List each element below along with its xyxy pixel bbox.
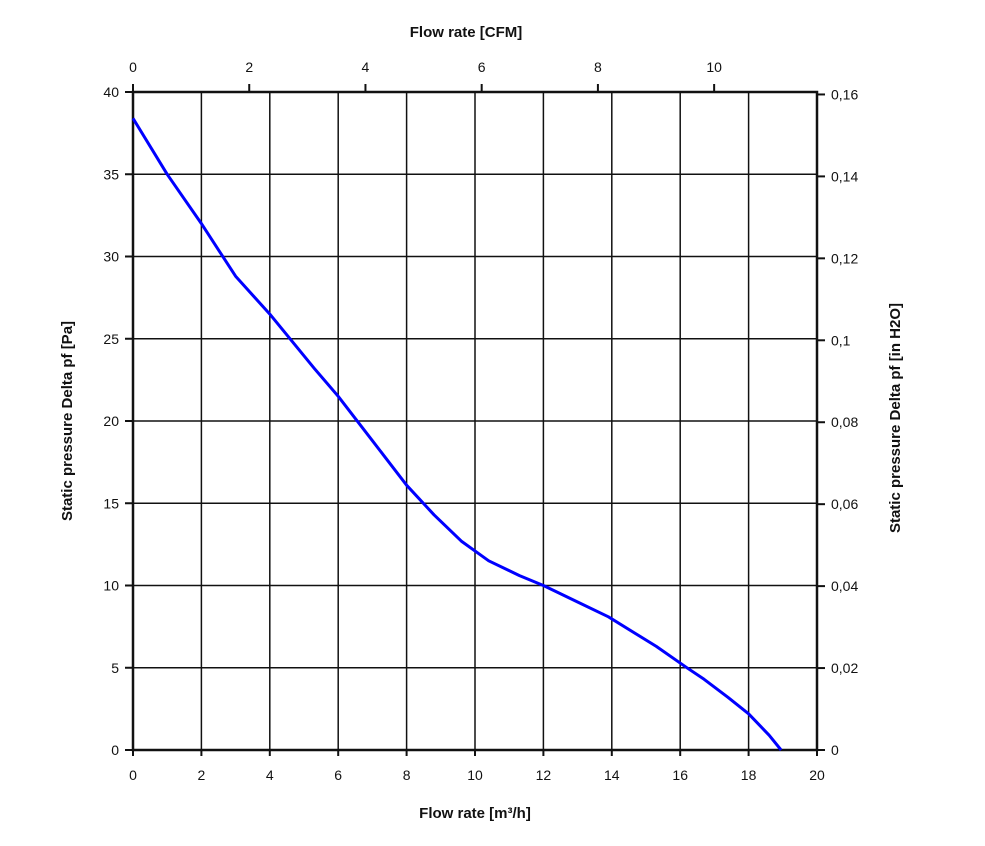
x2-tick-label: 6 bbox=[478, 59, 486, 75]
y-tick-label: 5 bbox=[111, 660, 119, 676]
x2-axis-title: Flow rate [CFM] bbox=[410, 24, 523, 41]
y-tick-label: 0 bbox=[111, 742, 119, 758]
x-tick-label: 0 bbox=[129, 767, 137, 783]
y-tick-label: 35 bbox=[103, 166, 119, 182]
y-axis-title: Static pressure Delta pf [Pa] bbox=[59, 321, 76, 521]
x-tick-label: 2 bbox=[198, 767, 206, 783]
x2-tick-label: 0 bbox=[129, 59, 137, 75]
axes bbox=[125, 84, 825, 756]
x-tick-label: 4 bbox=[266, 767, 274, 783]
series-line-fan-curve bbox=[131, 117, 783, 751]
y-tick-label: 20 bbox=[103, 413, 119, 429]
y2-tick-label: 0,1 bbox=[831, 332, 851, 348]
y-tick-label: 40 bbox=[103, 84, 119, 100]
y-tick-label: 15 bbox=[103, 495, 119, 511]
x2-tick-label: 4 bbox=[362, 59, 370, 75]
y2-tick-label: 0,12 bbox=[831, 250, 858, 266]
y2-tick-label: 0,04 bbox=[831, 578, 858, 594]
y2-tick-label: 0,02 bbox=[831, 660, 858, 676]
tick-labels: 0 2 4 6 8 10 12 14 16 18 20 0 5 10 15 20 25 30 35 40 0 2 4 6 8 10… bbox=[103, 59, 858, 783]
y-tick-label: 25 bbox=[103, 331, 119, 347]
x2-tick-label: 2 bbox=[245, 59, 253, 75]
x-axis-title: Flow rate [m³/h] bbox=[419, 805, 531, 822]
y-tick-label: 10 bbox=[103, 578, 119, 594]
plot-frame bbox=[131, 90, 819, 752]
x-tick-label: 20 bbox=[809, 767, 825, 783]
y2-tick-label: 0,06 bbox=[831, 496, 858, 512]
x-tick-label: 10 bbox=[467, 767, 483, 783]
y2-tick-label: 0,16 bbox=[831, 86, 858, 102]
y2-tick-label: 0 bbox=[831, 742, 839, 758]
y2-tick-label: 0,14 bbox=[831, 168, 858, 184]
x-tick-label: 16 bbox=[672, 767, 688, 783]
grid bbox=[132, 91, 818, 751]
x-tick-label: 6 bbox=[334, 767, 342, 783]
y-tick-label: 30 bbox=[103, 249, 119, 265]
y2-tick-label: 0,08 bbox=[831, 414, 858, 430]
y2-axis-title: Static pressure Delta pf [in H2O] bbox=[887, 303, 904, 533]
x2-tick-label: 10 bbox=[706, 59, 722, 75]
x-tick-label: 18 bbox=[741, 767, 757, 783]
x-tick-label: 12 bbox=[536, 767, 552, 783]
x2-tick-label: 8 bbox=[594, 59, 602, 75]
x-tick-label: 14 bbox=[604, 767, 620, 783]
x-tick-label: 8 bbox=[403, 767, 411, 783]
